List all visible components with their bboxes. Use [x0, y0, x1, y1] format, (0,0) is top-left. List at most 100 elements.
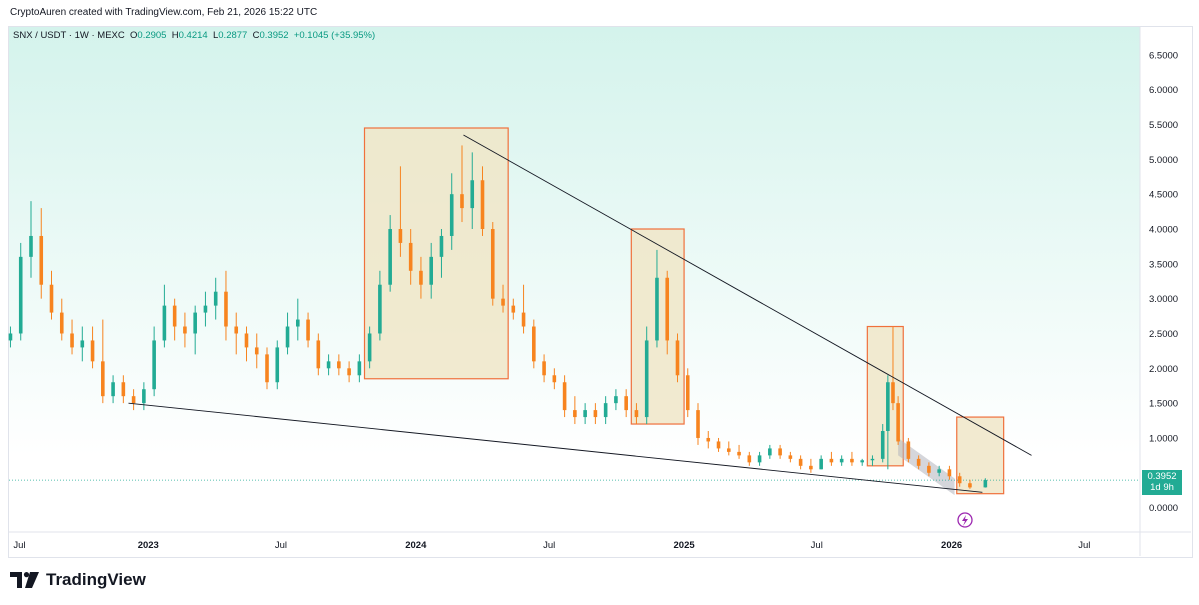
candle-body: [408, 242, 413, 271]
low-value: 0.2877: [218, 30, 248, 41]
ohlc-legend: SNX / USDT · 1W · MEXC O0.2905 H0.4214 L…: [13, 30, 375, 41]
candle-body: [275, 347, 280, 383]
candle-body: [224, 291, 228, 327]
price-tick-label: 2.0000: [1149, 364, 1178, 375]
candle-body: [624, 396, 628, 411]
tradingview-logo[interactable]: TradingView: [10, 570, 146, 590]
candle-body: [152, 340, 156, 390]
candle-body: [916, 458, 921, 466]
candle-body: [203, 305, 208, 313]
candle-body: [460, 194, 464, 209]
candle-body: [357, 361, 362, 376]
bar-countdown: 1d 9h: [1150, 482, 1174, 493]
candle-body: [860, 460, 864, 463]
candle-body: [644, 340, 649, 418]
time-tick-label: 2023: [138, 540, 159, 551]
candle-body: [316, 340, 321, 369]
candle-body: [542, 361, 546, 376]
price-axis[interactable]: 6.5000 6.0000 5.5000 5.0000 4.5000 4.0000 3.50…: [1149, 50, 1178, 514]
gray-channel: [9, 437, 1140, 496]
candle-body: [254, 347, 259, 355]
candle-body: [265, 354, 269, 383]
candle-body: [716, 441, 721, 449]
candle-body: [29, 235, 33, 257]
tradingview-logo-icon: [10, 572, 39, 588]
candle-body: [788, 455, 793, 459]
candle-body: [685, 375, 690, 411]
open-label: O: [130, 30, 138, 41]
candle-body: [603, 403, 608, 418]
current-price-tag: 0.3952 1d 9h: [1142, 470, 1182, 495]
candle-body: [295, 319, 300, 327]
candle-body: [18, 256, 23, 334]
candle-body: [880, 431, 885, 459]
trendline: [128, 402, 983, 493]
low-label: L: [212, 30, 219, 41]
candle-body: [244, 333, 249, 348]
time-tick-label: Jul: [811, 540, 823, 551]
candle-body: [183, 326, 187, 334]
time-tick-label: 2024: [405, 540, 427, 551]
price-tick-label: 6.0000: [1149, 85, 1178, 96]
price-tick-label: 0.0000: [1149, 503, 1178, 514]
close-value: 0.3952: [259, 30, 289, 41]
candle-body: [798, 458, 803, 466]
candle-body: [8, 333, 13, 341]
candle-body: [470, 180, 475, 209]
price-tick-label: 5.5000: [1149, 120, 1178, 131]
candle-body: [101, 361, 105, 397]
candle-body: [347, 368, 351, 376]
highlight-box: [956, 416, 1005, 495]
candle-body: [870, 458, 875, 461]
candle-body: [655, 277, 659, 341]
chart-attribution: CryptoAuren created with TradingView.com…: [10, 7, 318, 18]
candle-body: [172, 305, 177, 327]
candle-body: [449, 194, 454, 236]
candle-body: [306, 319, 310, 341]
candle-body: [419, 270, 423, 285]
candle-body: [737, 451, 741, 456]
candle-body: [521, 312, 526, 327]
time-tick-label: Jul: [1078, 540, 1090, 551]
candle-body: [583, 410, 587, 418]
candle-body: [906, 441, 911, 459]
time-tick-label: Jul: [543, 540, 555, 551]
candle-body: [886, 382, 890, 431]
candle-body: [429, 256, 434, 285]
candle-body: [90, 340, 95, 362]
candle-body: [285, 326, 290, 348]
candle-body: [573, 410, 577, 418]
candle-body: [162, 305, 167, 341]
time-axis[interactable]: Jul 2023 Jul 2024 Jul 2025 Jul 2026 Jul: [13, 540, 1090, 551]
candle-body: [937, 469, 941, 473]
candle-body: [131, 396, 136, 404]
highlight-box: [363, 127, 509, 380]
symbol-label[interactable]: SNX / USDT · 1W · MEXC: [13, 30, 125, 41]
candle-body: [193, 312, 197, 334]
candle-body: [490, 229, 495, 299]
candle-body: [142, 389, 146, 404]
time-tick-label: Jul: [13, 540, 25, 551]
candle-body: [778, 448, 782, 456]
price-tick-label: 1.5000: [1149, 399, 1178, 410]
change-value: +0.1045 (+35.95%): [293, 30, 376, 41]
brand-name: TradingView: [46, 570, 146, 589]
candle-body: [511, 305, 516, 313]
lightning-icon[interactable]: [957, 512, 973, 528]
gray-channel-shape: [898, 437, 955, 496]
candle-body: [819, 458, 823, 470]
candle-body: [70, 333, 74, 348]
candle-body: [562, 382, 567, 411]
candle-body: [726, 448, 731, 452]
candle-body: [850, 458, 854, 463]
candle-body: [398, 229, 403, 243]
candle-body: [49, 284, 54, 313]
candle-body: [388, 229, 392, 285]
candle-body: [593, 410, 598, 418]
open-value: 0.2905: [137, 30, 167, 41]
trendline: [463, 134, 1032, 456]
price-tick-label: 6.5000: [1149, 50, 1178, 61]
price-tick-label: 3.5000: [1149, 259, 1178, 270]
candle-body: [891, 382, 895, 404]
